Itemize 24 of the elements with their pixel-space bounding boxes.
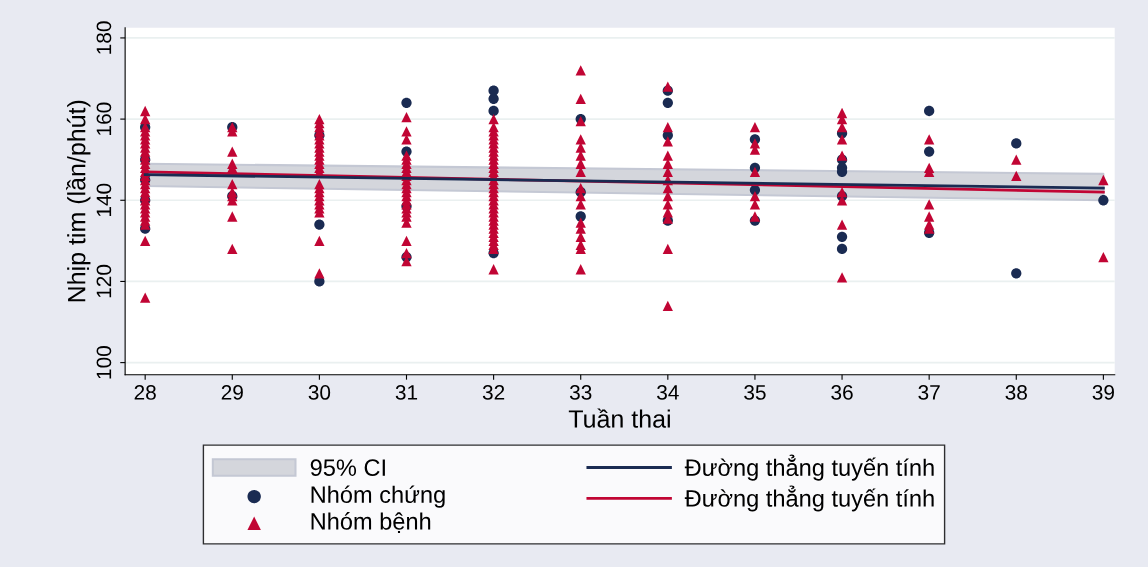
x-tick-label: 29 [221,385,243,400]
y-tick-label: 180 [96,21,112,54]
x-tick-label: 31 [395,385,418,400]
x-axis-title: Tuần thai [568,408,670,428]
x-tick-label: 39 [1092,385,1114,400]
x-tick-label: 36 [831,385,853,400]
x-tick-label: 34 [657,385,679,400]
y-tick-label: 100 [96,346,112,379]
x-tick-label: 37 [918,385,940,400]
y-tick-label: 160 [96,102,112,135]
x-tick-label: 35 [744,385,766,400]
x-tick-label: 30 [308,385,331,400]
y-tick-label: 120 [96,264,112,298]
legend-label: Nhóm bệnh [311,512,431,534]
legend-label: 95% CI [310,459,385,476]
y-tick-label: 140 [96,183,112,217]
legend-label: Đường thẳng tuyến tính [684,454,934,481]
x-tick-label: 28 [134,385,156,400]
legend-label: Nhóm chứng [311,485,445,508]
x-tick-label: 38 [1005,385,1027,400]
y-axis-title: Nhịp tim (lần/phút) [66,100,91,302]
x-tick-label: 32 [482,385,505,400]
legend-label: Đường thẳng tuyến tính [684,485,934,512]
x-tick-label: 33 [569,385,592,400]
